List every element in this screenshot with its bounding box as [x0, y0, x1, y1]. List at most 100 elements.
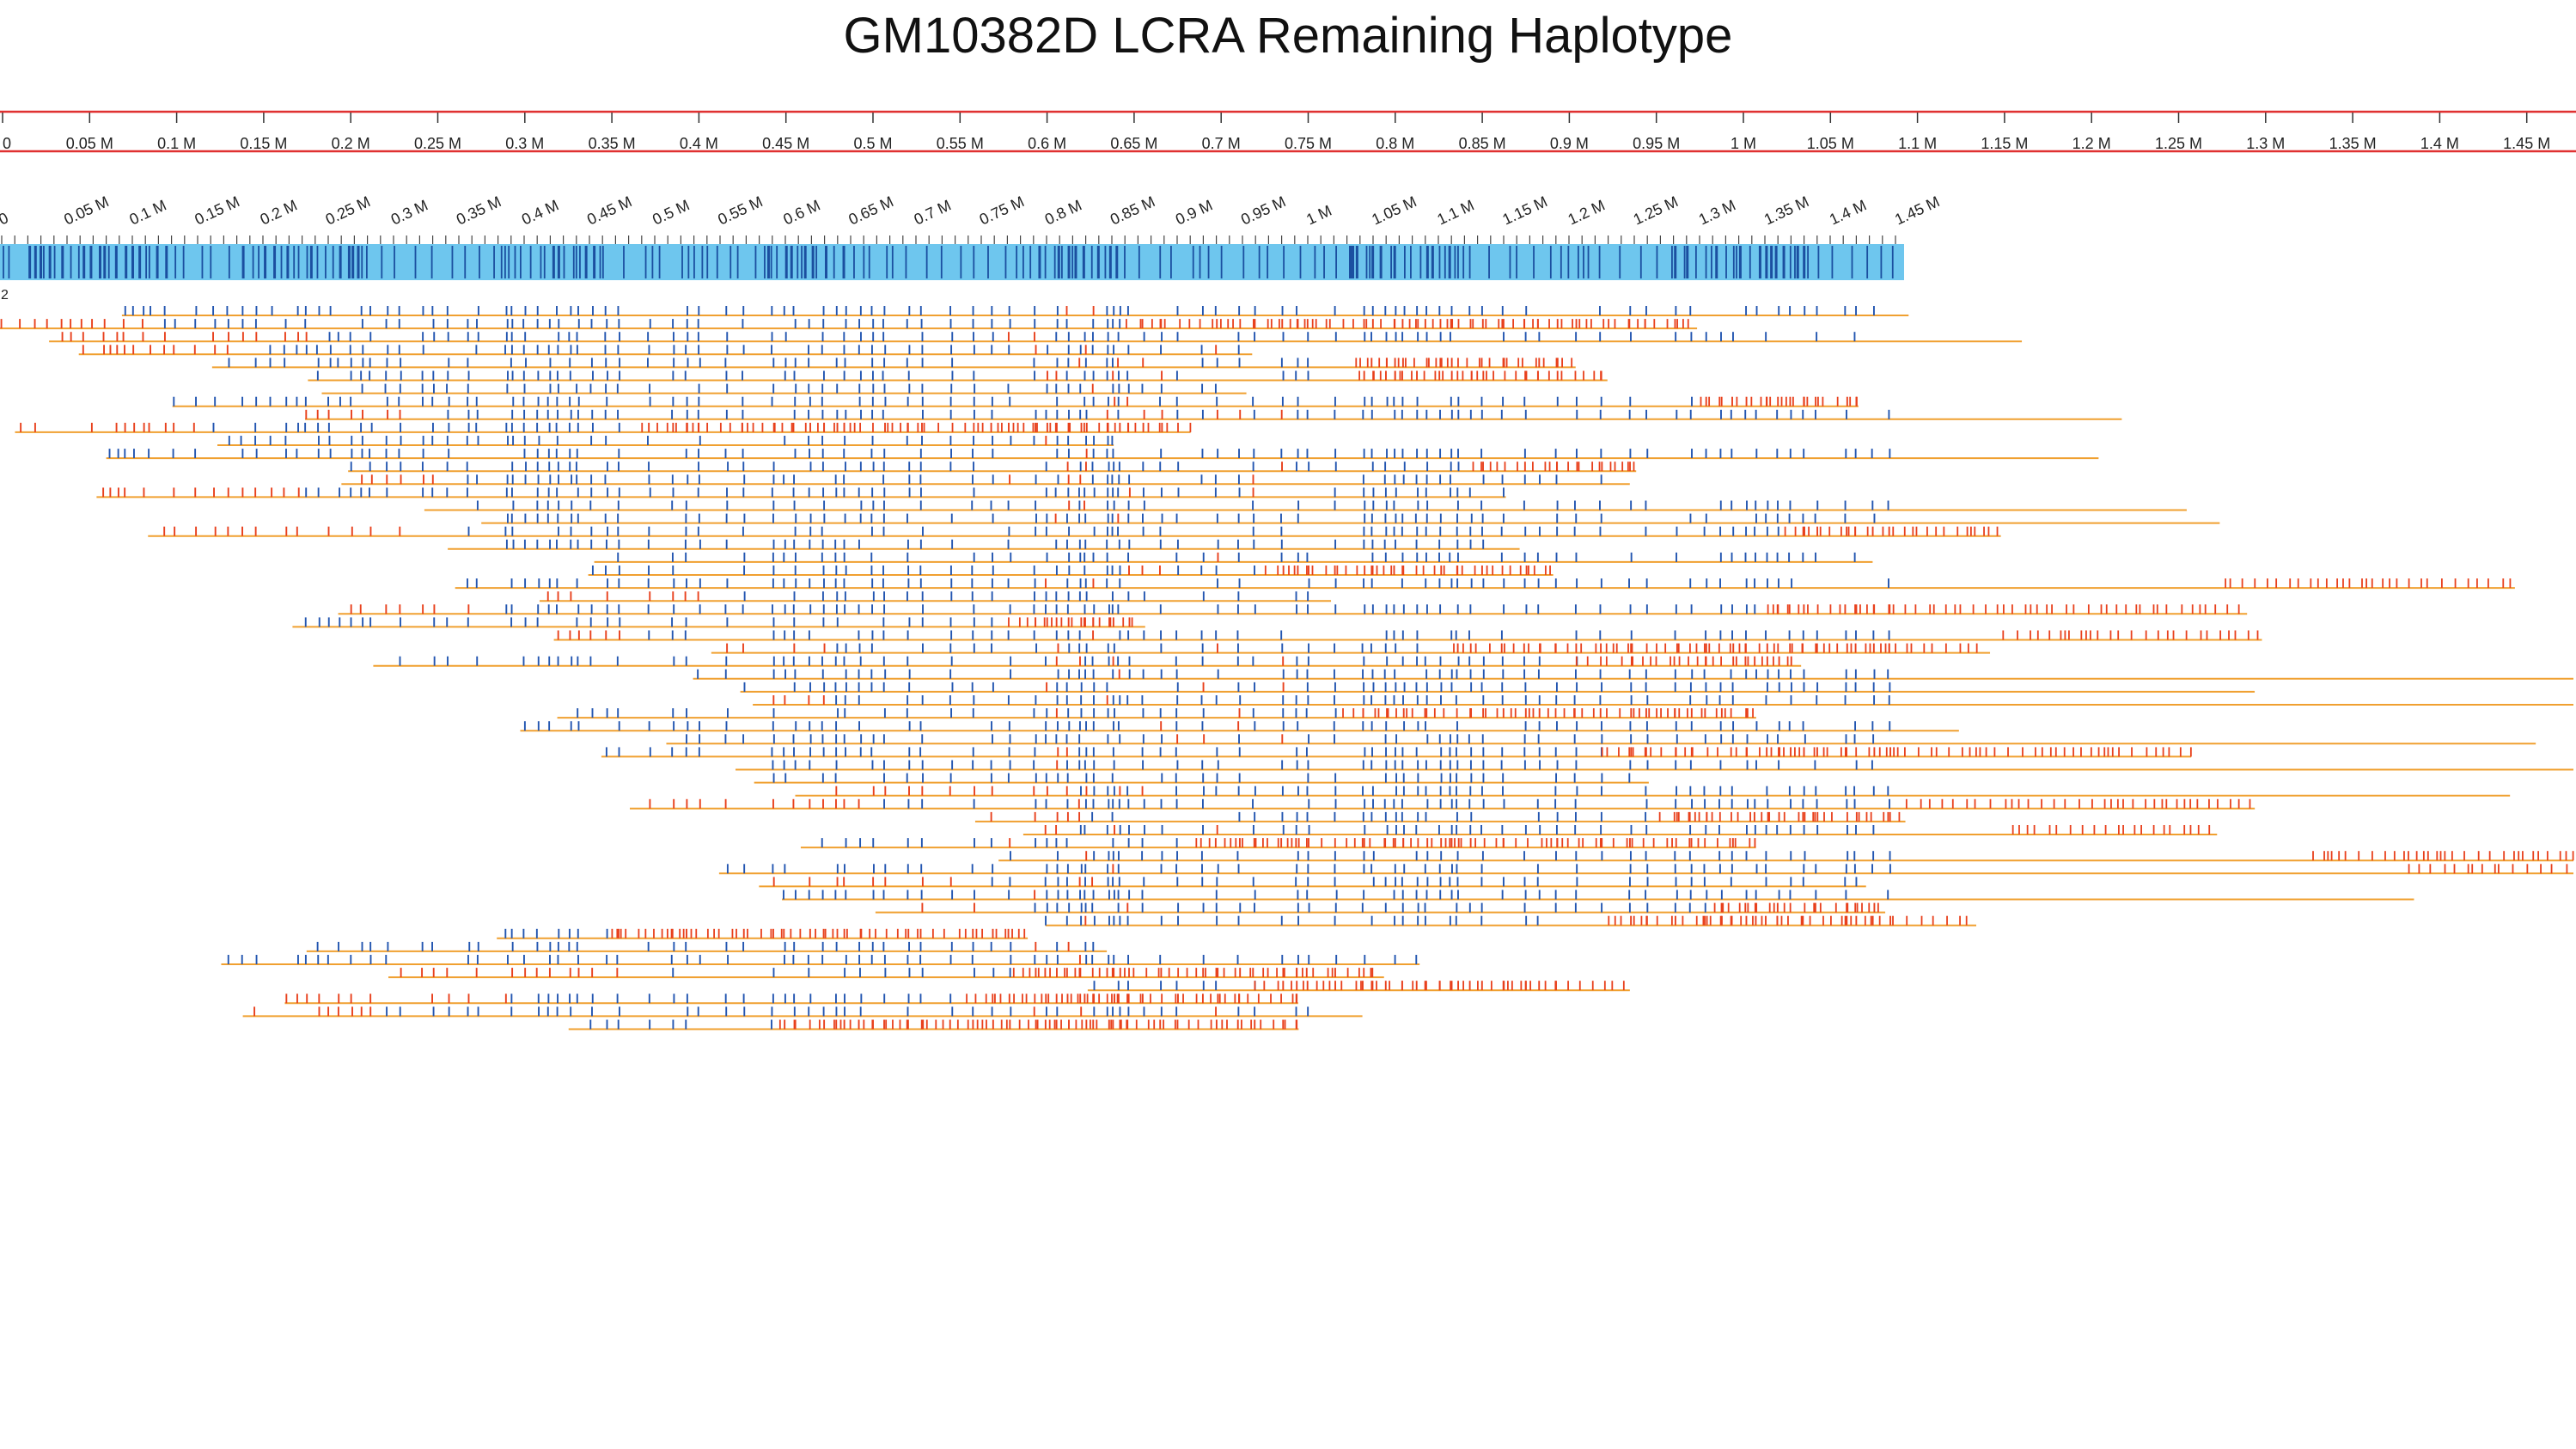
molecule-row	[338, 604, 2248, 615]
reference-map-label: 0.1 M	[126, 196, 168, 228]
top-ruler-label: 1.25 M	[2155, 135, 2202, 152]
molecule-row	[711, 643, 1991, 654]
molecule-row	[782, 890, 2414, 901]
reference-map-label: 0.65 M	[846, 193, 896, 228]
reference-map-label: 0.25 M	[323, 193, 373, 228]
molecule-row	[305, 409, 2122, 420]
molecule-row	[321, 383, 1247, 394]
molecule-alignments	[0, 306, 2574, 1030]
molecule-row	[424, 500, 2187, 511]
reference-map-label: 0.85 M	[1108, 193, 1157, 228]
molecule-row	[172, 396, 1859, 407]
molecule-row	[373, 656, 1802, 667]
page-title: GM10382D LCRA Remaining Haplotype	[843, 8, 1733, 64]
molecule-row	[217, 436, 1114, 446]
top-ruler-label: 0.9 M	[1550, 135, 1589, 152]
molecule-row	[974, 811, 1906, 822]
top-ruler-label: 1.05 M	[1807, 135, 1854, 152]
molecule-row	[15, 422, 1192, 433]
molecule-row	[753, 695, 2573, 706]
top-ruler-label: 0.35 M	[589, 135, 636, 152]
top-ruler-label: 0.6 M	[1028, 135, 1066, 152]
top-ruler-label: 1 M	[1731, 135, 1756, 152]
molecule-row	[568, 1019, 1299, 1030]
molecule-row	[630, 798, 2256, 810]
top-ruler-label: 0.8 M	[1376, 135, 1414, 152]
molecule-row	[148, 526, 2001, 537]
reference-map-label: 0.9 M	[1173, 196, 1215, 228]
reference-map-label: 0.2 M	[258, 196, 300, 228]
reference-map-label: 1 M	[1303, 202, 1334, 229]
reference-map-label: 0.15 M	[192, 193, 242, 228]
reference-map-label: 0.3 M	[388, 196, 430, 228]
reference-map-label: 0	[0, 209, 11, 228]
molecule-row	[1022, 825, 2218, 835]
reference-map-label: 0.05 M	[61, 193, 111, 228]
reference-map-label: 0.75 M	[977, 193, 1027, 228]
molecule-row	[306, 941, 1108, 952]
molecule-row	[740, 682, 2256, 693]
molecule-row	[588, 566, 1554, 576]
top-ruler-label: 0.55 M	[937, 135, 984, 152]
molecule-row	[520, 721, 1959, 732]
molecule-row	[998, 851, 2574, 862]
top-ruler-label: 1.45 M	[2503, 135, 2550, 152]
molecule-row	[348, 462, 1637, 473]
reference-map-label: 1.25 M	[1631, 193, 1681, 228]
top-ruler-label: 0.4 M	[680, 135, 718, 152]
molecule-row	[481, 513, 2220, 524]
reference-map-label: 1.3 M	[1696, 196, 1738, 228]
reference-map-label: 0.4 M	[519, 196, 561, 228]
top-ruler-label: 0.95 M	[1633, 135, 1680, 152]
top-ruler-frame	[0, 110, 2576, 153]
top-ruler-label: 1.3 M	[2246, 135, 2285, 152]
molecule-row	[121, 306, 1909, 316]
molecule-row	[553, 630, 2262, 641]
reference-map-bar	[0, 244, 1904, 280]
reference-map-label: 0.7 M	[912, 196, 954, 228]
top-ruler-label: 1.2 M	[2072, 135, 2111, 152]
molecule-row	[308, 370, 1608, 382]
reference-map-label: 0.8 M	[1042, 196, 1084, 228]
molecule-row	[557, 708, 1756, 719]
reference-map-label: 0.5 M	[650, 196, 692, 228]
molecule-row	[539, 591, 1332, 602]
top-ruler-label: 0.2 M	[332, 135, 370, 152]
top-ruler-label: 0	[3, 135, 11, 152]
reference-map-label: 1.35 M	[1761, 193, 1811, 228]
molecule-row	[221, 955, 1420, 965]
top-ruler-label: 0.75 M	[1285, 135, 1332, 152]
reference-map-label: 1.4 M	[1827, 196, 1869, 228]
molecule-row	[448, 539, 1520, 550]
molecule-row	[718, 864, 2573, 875]
molecule-row	[800, 838, 1756, 849]
molecule-row	[754, 773, 1649, 784]
molecule-row	[292, 617, 1145, 628]
molecule-row	[875, 902, 1886, 914]
top-ruler-label: 1.35 M	[2329, 135, 2377, 152]
top-ruler-label: 0.5 M	[853, 135, 892, 152]
reference-map-label: 0.35 M	[454, 193, 504, 228]
molecule-row	[795, 786, 2511, 797]
reference-map-id-label: 2	[1, 288, 9, 303]
top-ruler-label: 0.25 M	[414, 135, 461, 152]
reference-map-label: 0.6 M	[780, 196, 822, 228]
reference-map-label: 1.45 M	[1892, 193, 1942, 228]
molecule-row	[0, 319, 1698, 330]
reference-map-label: 1.15 M	[1500, 193, 1550, 228]
top-ruler-label: 0.7 M	[1202, 135, 1241, 152]
molecule-row	[78, 345, 1253, 356]
molecule-row	[455, 578, 2515, 590]
top-ruler-label: 0.65 M	[1110, 135, 1157, 152]
top-ruler-label: 0.85 M	[1459, 135, 1506, 152]
reference-map-label: 1.2 M	[1566, 196, 1608, 228]
molecule-row	[736, 760, 2573, 771]
molecule-row	[594, 552, 1873, 563]
top-ruler-label: 1.1 M	[1898, 135, 1937, 152]
reference-map-label: 0.55 M	[715, 193, 765, 228]
top-ruler-label: 0.05 M	[66, 135, 113, 152]
molecule-row	[693, 669, 2573, 680]
reference-map-label: 1.05 M	[1369, 193, 1419, 228]
molecule-row	[1087, 981, 1630, 992]
